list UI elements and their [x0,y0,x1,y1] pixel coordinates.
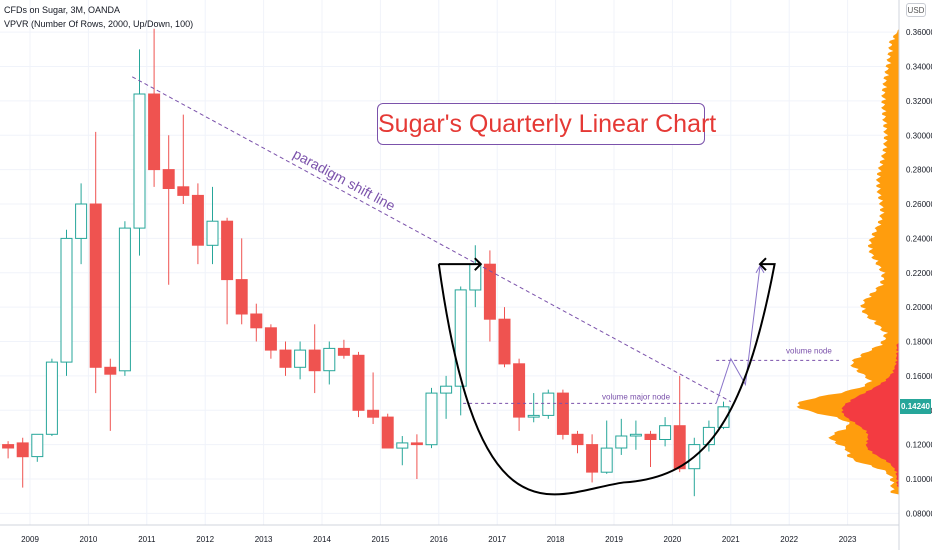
candle-body [498,318,511,365]
candle-body [221,220,234,281]
candle-body [717,406,730,428]
current-price-badge: 0.14240 [900,399,931,414]
time-tick-label: 2020 [664,535,682,544]
cup-pattern-curve [437,263,776,496]
time-axis[interactable]: 2009 2010 2011 2012 2013 2014 2015 2016 2017 2018… [0,524,899,544]
candle-body [644,433,657,440]
candle-body [556,392,569,435]
volume-profile [796,27,899,497]
candle-body [148,93,161,171]
candle-body [264,327,277,351]
time-tick-label: 2010 [80,535,98,544]
candle-body [308,349,321,372]
candle-body [323,347,336,372]
candle-body [659,425,672,441]
candle-body [162,169,175,190]
time-tick-label: 2019 [605,535,623,544]
candle-body [279,349,292,368]
time-tick-label: 2018 [547,535,565,544]
paradigm-shift-trend-line [131,76,732,403]
candle-body [250,313,263,329]
time-tick-label: 2015 [372,535,390,544]
indicator-legend[interactable]: VPVR (Number Of Rows, 2000, Up/Down, 100… [4,19,194,29]
cup-arrowhead-right [758,257,767,271]
time-tick-label: 2023 [839,535,857,544]
volume-profile-down [841,27,899,497]
candle-body [615,435,628,449]
time-tick-label: 2016 [430,535,448,544]
candle-body [527,414,540,418]
time-tick-label: 2011 [138,535,156,544]
candle-body [410,442,423,446]
candle-body [118,227,131,372]
projection-path [715,265,761,404]
time-tick-label: 2022 [780,535,798,544]
volume-major-node-label: volume major node [602,392,671,401]
candle-body [104,366,117,375]
candle-body [177,186,190,196]
price-axis[interactable]: 0.080000.100000.120000.140000.160000.180… [898,0,932,550]
time-tick-label: 2017 [488,535,506,544]
candle-body [191,194,204,246]
symbol-legend[interactable]: CFDs on Sugar, 3M, OANDA [4,5,121,15]
candles [2,28,730,497]
chart-title-annotation: Sugar's Quarterly Linear Chart [377,103,716,145]
candle-body [483,263,496,320]
candle-body [294,349,307,368]
time-tick-label: 2014 [313,535,331,544]
cup-arrowhead-left [474,257,483,271]
candle-body [586,444,599,473]
volume-node-label: volume node [786,346,832,355]
candle-body [673,425,686,470]
currency-label[interactable]: USD [906,3,926,17]
candle-body [337,347,350,356]
candle-body [75,203,88,239]
candle-body [469,263,482,291]
candle-body [381,416,394,449]
time-tick-label: 2009 [21,535,39,544]
time-tick-label: 2021 [722,535,740,544]
candle-body [60,237,73,363]
candle-body [206,220,219,246]
candle-body [89,203,102,368]
candle-body [16,442,29,458]
time-tick-label: 2012 [196,535,214,544]
candle-body [396,442,409,449]
candle-body [513,363,526,418]
time-tick-label: 2013 [255,535,273,544]
candle-body [440,385,453,394]
candle-body [542,392,555,416]
candle-body [133,93,146,229]
candle-body [425,392,438,446]
candle-body [454,289,467,387]
volume-profile-up [796,27,899,497]
candle-body [31,433,44,458]
candle-body [2,444,15,449]
candle-body [235,279,248,315]
candle-body [45,361,58,435]
candle-body [367,409,380,418]
candle-body [352,354,365,411]
price-tick-label: 0.36000 [906,28,932,37]
candle-body [571,433,584,446]
candle-body [600,447,613,473]
candle-body [629,433,642,437]
projection-arrowhead [755,264,765,274]
